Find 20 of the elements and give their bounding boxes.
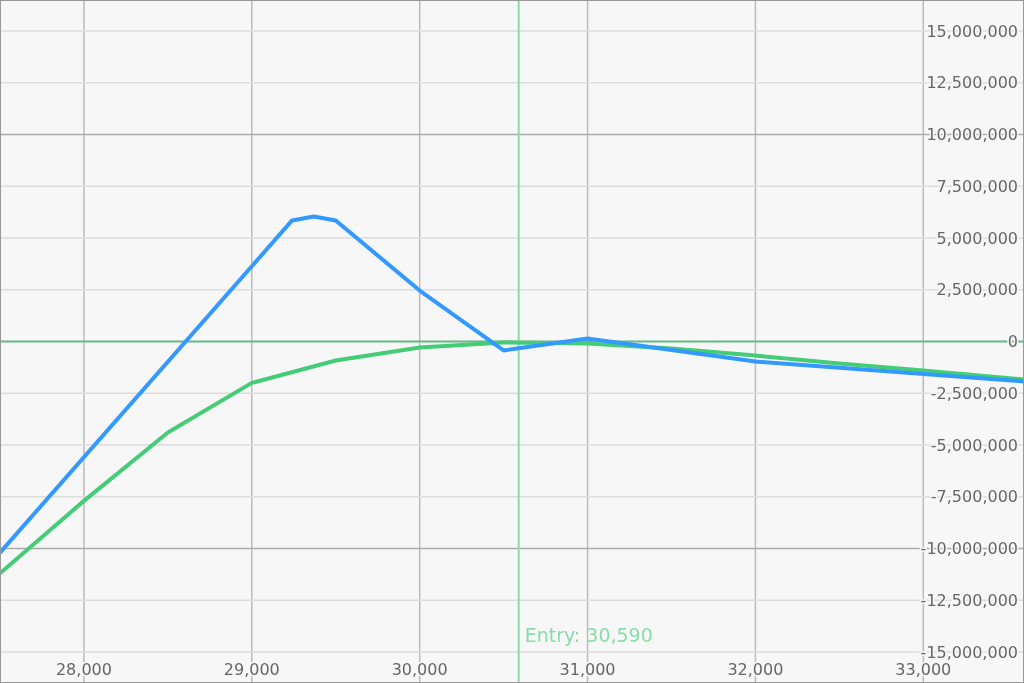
x-tick-label: 33,000 — [895, 660, 952, 679]
y-tick-label: 7,500,000 — [936, 176, 1018, 196]
line-series — [0, 214, 1024, 555]
y-tick-label: -12,500,000 — [920, 590, 1018, 610]
x-tick-label: 31,000 — [559, 660, 616, 679]
x-tick-label: 29,000 — [223, 660, 280, 679]
y-tick-label: -5,000,000 — [930, 435, 1018, 455]
x-tick-label: 30,000 — [391, 660, 448, 679]
y-tick-label: -10,000,000 — [920, 539, 1018, 559]
y-tick-label: 5,000,000 — [936, 228, 1018, 248]
y-tick-label: -2,500,000 — [930, 383, 1018, 403]
y-tick-label: -15,000,000 — [920, 642, 1018, 662]
x-tick-label: 32,000 — [727, 660, 784, 679]
ref-line-label: Entry: 30,590 — [524, 624, 653, 646]
y-tick-label: 15,000,000 — [926, 21, 1018, 41]
y-tick-label: 2,500,000 — [936, 280, 1018, 300]
x-tick-label: 28,000 — [55, 660, 112, 679]
y-tick-label: 10,000,000 — [926, 125, 1018, 145]
y-tick-label: -7,500,000 — [930, 487, 1018, 507]
y-tick-label: 12,500,000 — [926, 73, 1018, 93]
